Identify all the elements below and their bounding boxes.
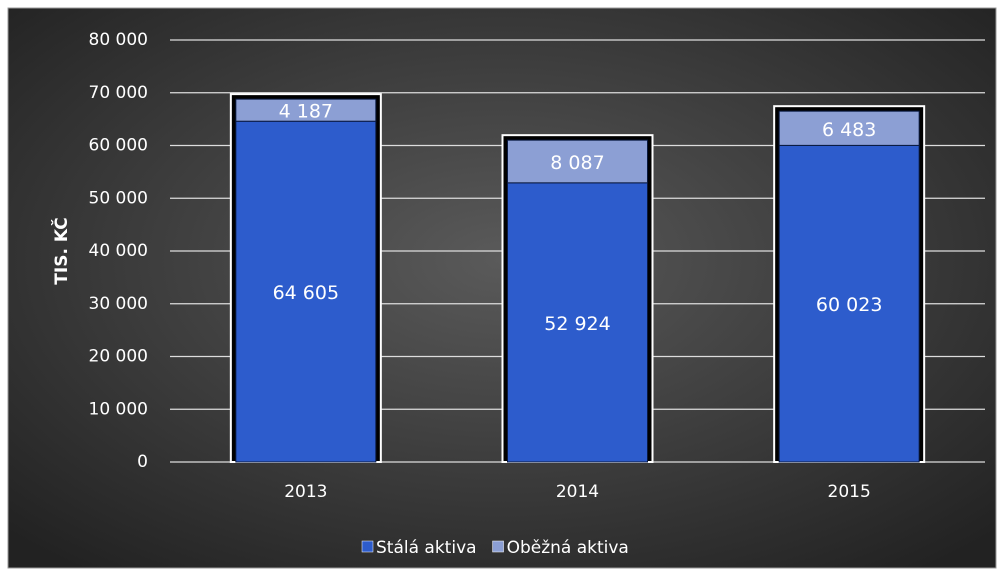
y-tick-label: 60 000 — [89, 136, 148, 156]
bar-segment — [507, 182, 648, 463]
bar-segment — [235, 120, 377, 463]
value-label: 6 483 — [822, 119, 876, 141]
legend-label: Oběžná aktiva — [507, 538, 629, 558]
value-label: 52 924 — [544, 313, 610, 335]
x-tick-label: 2015 — [828, 482, 871, 502]
y-tick-label: 10 000 — [89, 399, 148, 419]
value-label: 60 023 — [816, 294, 882, 316]
bar-segment — [235, 98, 377, 122]
value-label: 4 187 — [279, 101, 333, 123]
y-tick-label: 40 000 — [89, 241, 148, 261]
y-tick-label: 30 000 — [89, 294, 148, 314]
y-tick-label: 80 000 — [89, 30, 148, 50]
y-tick-label: 70 000 — [89, 83, 148, 103]
legend: Stálá aktiva Oběžná aktiva — [361, 538, 629, 558]
y-tick-label: 50 000 — [89, 188, 148, 208]
x-tick-label: 2014 — [556, 482, 599, 502]
legend-label: Stálá aktiva — [376, 538, 477, 558]
bar-segment — [778, 144, 920, 463]
x-tick-label: 2013 — [284, 482, 327, 502]
bar-segment — [507, 139, 648, 184]
bar-segment — [778, 110, 920, 146]
y-tick-label: 20 000 — [89, 347, 148, 367]
value-label: 64 605 — [273, 282, 339, 304]
y-tick-label: 0 — [137, 452, 148, 472]
value-label: 8 087 — [550, 152, 604, 174]
y-axis-title: TIS. KČ — [50, 217, 72, 284]
legend-swatch — [492, 540, 504, 553]
legend-swatch — [361, 540, 374, 553]
